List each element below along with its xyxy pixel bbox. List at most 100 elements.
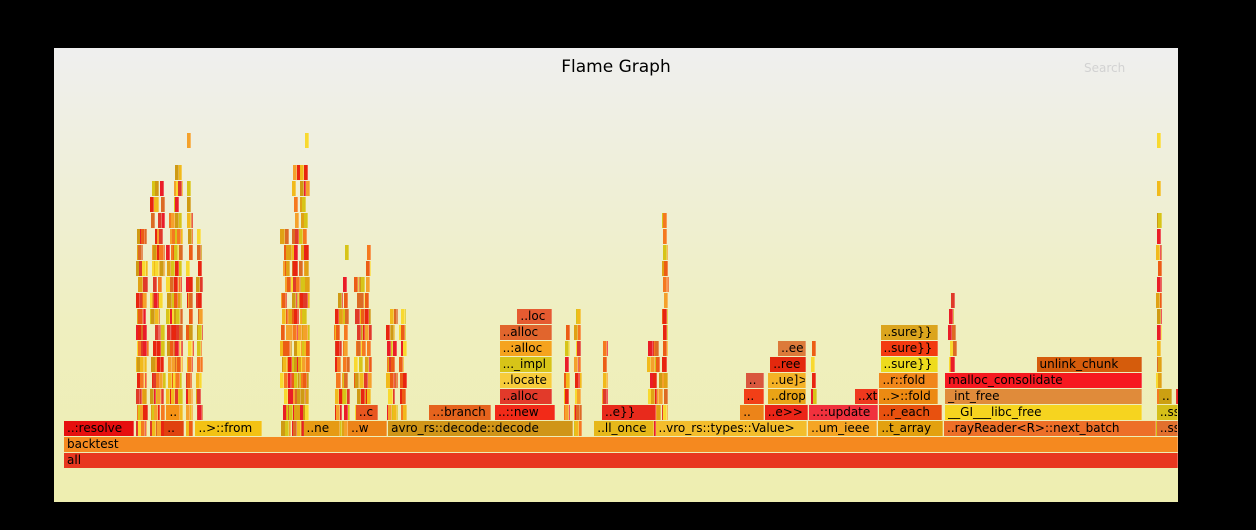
flame-frame-slim[interactable] xyxy=(293,197,298,212)
flame-frame-slim[interactable] xyxy=(951,293,956,308)
flame-frame-slim[interactable] xyxy=(356,341,362,356)
flame-frame-slim[interactable] xyxy=(948,325,953,340)
flame-frame-slim[interactable] xyxy=(186,373,191,388)
flame-frame-slim[interactable] xyxy=(174,165,179,180)
flame-frame[interactable]: ..c xyxy=(355,405,379,420)
flame-frame-slim[interactable] xyxy=(400,325,405,340)
flame-frame-slim[interactable] xyxy=(401,309,406,324)
flame-frame[interactable]: ..._impl xyxy=(499,357,552,372)
flame-frame-slim[interactable] xyxy=(336,405,341,420)
flame-frame-slim[interactable] xyxy=(359,357,364,372)
flame-frame-slim[interactable] xyxy=(367,357,372,372)
flame-frame-slim[interactable] xyxy=(177,165,182,180)
flame-frame-slim[interactable] xyxy=(344,309,349,324)
flame-frame-slim[interactable] xyxy=(305,261,310,276)
flame-frame-slim[interactable] xyxy=(140,421,145,436)
flame-frame-slim[interactable] xyxy=(142,261,147,276)
flame-frame-slim[interactable] xyxy=(169,341,174,356)
flame-frame-slim[interactable] xyxy=(402,341,407,356)
flame-frame-slim[interactable] xyxy=(336,325,341,340)
flame-frame-slim[interactable] xyxy=(166,293,172,308)
flame-frame-slim[interactable] xyxy=(170,213,175,228)
flame-frame-slim[interactable] xyxy=(336,357,341,372)
flame-frame-slim[interactable] xyxy=(566,325,571,340)
flame-frame-slim[interactable] xyxy=(298,261,303,276)
flame-frame-slim[interactable] xyxy=(186,405,191,420)
flame-frame-slim[interactable] xyxy=(303,325,309,340)
flame-frame-slim[interactable] xyxy=(335,389,340,404)
flame-frame-slim[interactable] xyxy=(664,389,669,404)
flame-frame[interactable]: ..ss xyxy=(1156,421,1178,436)
flame-frame-slim[interactable] xyxy=(143,293,148,308)
flame-frame-slim[interactable] xyxy=(187,341,192,356)
flame-frame-slim[interactable] xyxy=(306,357,311,372)
flame-frame-slim[interactable] xyxy=(303,165,308,180)
flame-frame-slim[interactable] xyxy=(188,405,193,420)
flame-frame-slim[interactable] xyxy=(334,309,339,324)
flame-frame-slim[interactable] xyxy=(663,325,668,340)
flame-frame-slim[interactable] xyxy=(663,229,668,244)
flame-frame-slim[interactable] xyxy=(156,357,161,372)
flame-frame-slim[interactable] xyxy=(286,341,291,356)
flame-frame-slim[interactable] xyxy=(1156,181,1161,196)
flame-frame-slim[interactable] xyxy=(367,325,372,340)
flame-frame-slim[interactable] xyxy=(401,389,406,404)
flame-frame-slim[interactable] xyxy=(139,357,144,372)
flame-frame[interactable]: _int_free xyxy=(945,389,1143,404)
flame-frame-slim[interactable] xyxy=(153,341,158,356)
flame-frame-slim[interactable] xyxy=(143,357,148,372)
flame-frame-slim[interactable] xyxy=(178,261,183,276)
flame-frame[interactable]: ..r_each xyxy=(879,405,942,420)
flame-frame[interactable]: ..ne xyxy=(303,421,341,436)
flame-frame-slim[interactable] xyxy=(283,373,288,388)
flame-frame-slim[interactable] xyxy=(388,389,393,404)
flame-frame[interactable]: all xyxy=(64,453,1178,468)
flame-frame-slim[interactable] xyxy=(344,293,349,308)
flame-frame-slim[interactable] xyxy=(355,373,360,388)
flame-frame[interactable]: backtest xyxy=(64,437,1178,452)
flame-frame-slim[interactable] xyxy=(294,213,299,228)
flame-frame-slim[interactable] xyxy=(366,389,371,404)
flame-frame-slim[interactable] xyxy=(650,357,655,372)
flame-frame-slim[interactable] xyxy=(360,277,365,292)
flame-frame-slim[interactable] xyxy=(287,357,292,372)
flame-frame-slim[interactable] xyxy=(393,373,398,388)
flame-frame-slim[interactable] xyxy=(1156,293,1161,308)
flame-frame[interactable]: .. xyxy=(740,405,764,420)
flame-frame-slim[interactable] xyxy=(365,293,370,308)
flame-frame-slim[interactable] xyxy=(157,213,162,228)
flame-frame-slim[interactable] xyxy=(342,389,347,404)
flame-frame-slim[interactable] xyxy=(664,261,669,276)
flame-frame[interactable]: ..ue]> xyxy=(768,373,806,388)
flame-frame[interactable]: ..sure}} xyxy=(880,357,939,372)
flame-frame-slim[interactable] xyxy=(161,405,166,420)
flame-frame-slim[interactable] xyxy=(303,373,308,388)
flame-frame-slim[interactable] xyxy=(304,389,310,404)
flame-frame[interactable]: ..t_array xyxy=(878,421,943,436)
flame-frame-slim[interactable] xyxy=(1156,309,1161,324)
flame-frame-slim[interactable] xyxy=(178,213,183,228)
flame-frame-slim[interactable] xyxy=(160,181,165,196)
flame-frame-slim[interactable] xyxy=(154,293,159,308)
flame-frame-slim[interactable] xyxy=(158,373,163,388)
flame-frame-slim[interactable] xyxy=(286,261,291,276)
flame-frame-slim[interactable] xyxy=(159,293,164,308)
flame-frame[interactable]: .. xyxy=(743,389,764,404)
flame-frame-slim[interactable] xyxy=(297,325,302,340)
flame-frame-slim[interactable] xyxy=(160,357,165,372)
flame-frame-slim[interactable] xyxy=(288,405,293,420)
flame-frame-slim[interactable] xyxy=(295,277,300,292)
flame-frame-slim[interactable] xyxy=(186,197,191,212)
flame-frame[interactable]: ..sure}} xyxy=(880,325,939,340)
flame-frame[interactable]: ..:alloc xyxy=(499,341,552,356)
flame-frame-slim[interactable] xyxy=(602,357,607,372)
flame-frame-slim[interactable] xyxy=(150,389,155,404)
flame-frame-slim[interactable] xyxy=(364,373,369,388)
flame-frame-slim[interactable] xyxy=(284,389,289,404)
flame-frame-slim[interactable] xyxy=(287,373,292,388)
flame-frame-slim[interactable] xyxy=(143,405,149,420)
flame-frame-slim[interactable] xyxy=(186,181,191,196)
flame-frame-slim[interactable] xyxy=(663,341,668,356)
flame-frame-slim[interactable] xyxy=(1156,229,1161,244)
flame-frame-slim[interactable] xyxy=(654,341,660,356)
